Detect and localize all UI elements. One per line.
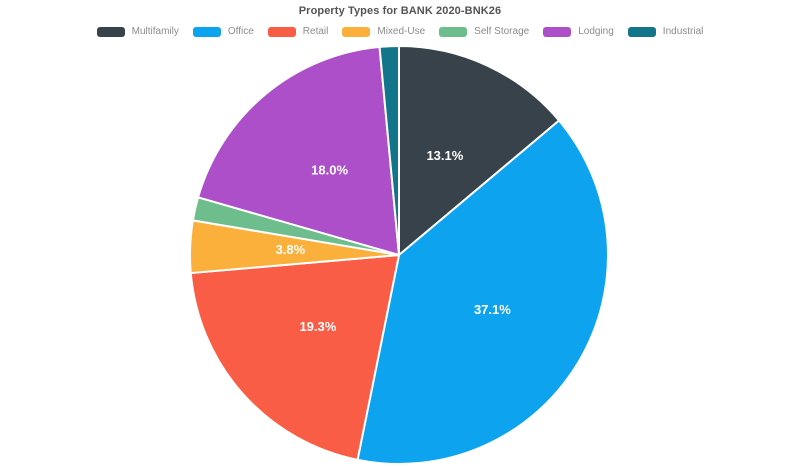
- legend-label-industrial: Industrial: [662, 26, 704, 37]
- legend-swatch-retail: [267, 26, 296, 37]
- legend-label-office: Office: [227, 26, 254, 37]
- legend-swatch-self-storage: [439, 26, 468, 37]
- legend-swatch-mixed-use: [342, 26, 371, 37]
- slice-label-lodging: 18.0%: [311, 163, 348, 178]
- legend-label-self-storage: Self Storage: [474, 26, 530, 37]
- slice-label-multifamily: 13.1%: [426, 148, 463, 163]
- legend-swatch-multifamily: [96, 26, 125, 37]
- pie-slice-retail[interactable]: [189, 254, 400, 461]
- chart-title: Property Types for BANK 2020-BNK26: [298, 5, 502, 17]
- slice-label-office: 37.1%: [474, 302, 511, 317]
- legend-item-multifamily[interactable]: Multifamily: [96, 26, 179, 37]
- slice-label-retail: 19.3%: [299, 319, 336, 334]
- chart-legend: Multifamily Office Retail Mixed-Use Self Sto…: [0, 26, 800, 37]
- legend-swatch-lodging: [543, 26, 572, 37]
- legend-label-lodging: Lodging: [578, 26, 614, 37]
- pie-slice-lodging[interactable]: [197, 45, 400, 256]
- legend-item-office[interactable]: Office: [192, 26, 254, 37]
- legend-swatch-office: [192, 26, 221, 37]
- pie-slice-office[interactable]: [356, 119, 609, 465]
- legend-swatch-industrial: [627, 26, 656, 37]
- legend-label-multifamily: Multifamily: [131, 26, 179, 37]
- legend-label-mixed-use: Mixed-Use: [377, 26, 426, 37]
- legend-item-self-storage[interactable]: Self Storage: [439, 26, 529, 37]
- legend-item-mixed-use[interactable]: Mixed-Use: [342, 26, 425, 37]
- slice-label-mixed-use: 3.8%: [276, 242, 306, 257]
- legend-item-retail[interactable]: Retail: [267, 26, 329, 37]
- pie-slice-multifamily[interactable]: [398, 45, 560, 256]
- pie-slice-industrial[interactable]: [378, 45, 400, 256]
- legend-item-industrial[interactable]: Industrial: [627, 26, 704, 37]
- legend-label-retail: Retail: [302, 26, 329, 37]
- legend-item-lodging[interactable]: Lodging: [543, 26, 614, 37]
